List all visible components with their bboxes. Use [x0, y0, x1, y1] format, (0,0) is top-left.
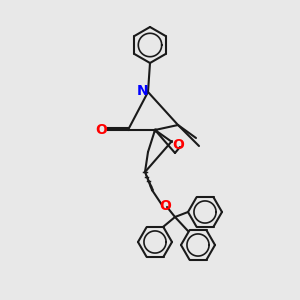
Text: O: O — [95, 123, 107, 137]
Text: N: N — [137, 84, 149, 98]
Text: O: O — [159, 199, 171, 213]
Text: O: O — [172, 138, 184, 152]
